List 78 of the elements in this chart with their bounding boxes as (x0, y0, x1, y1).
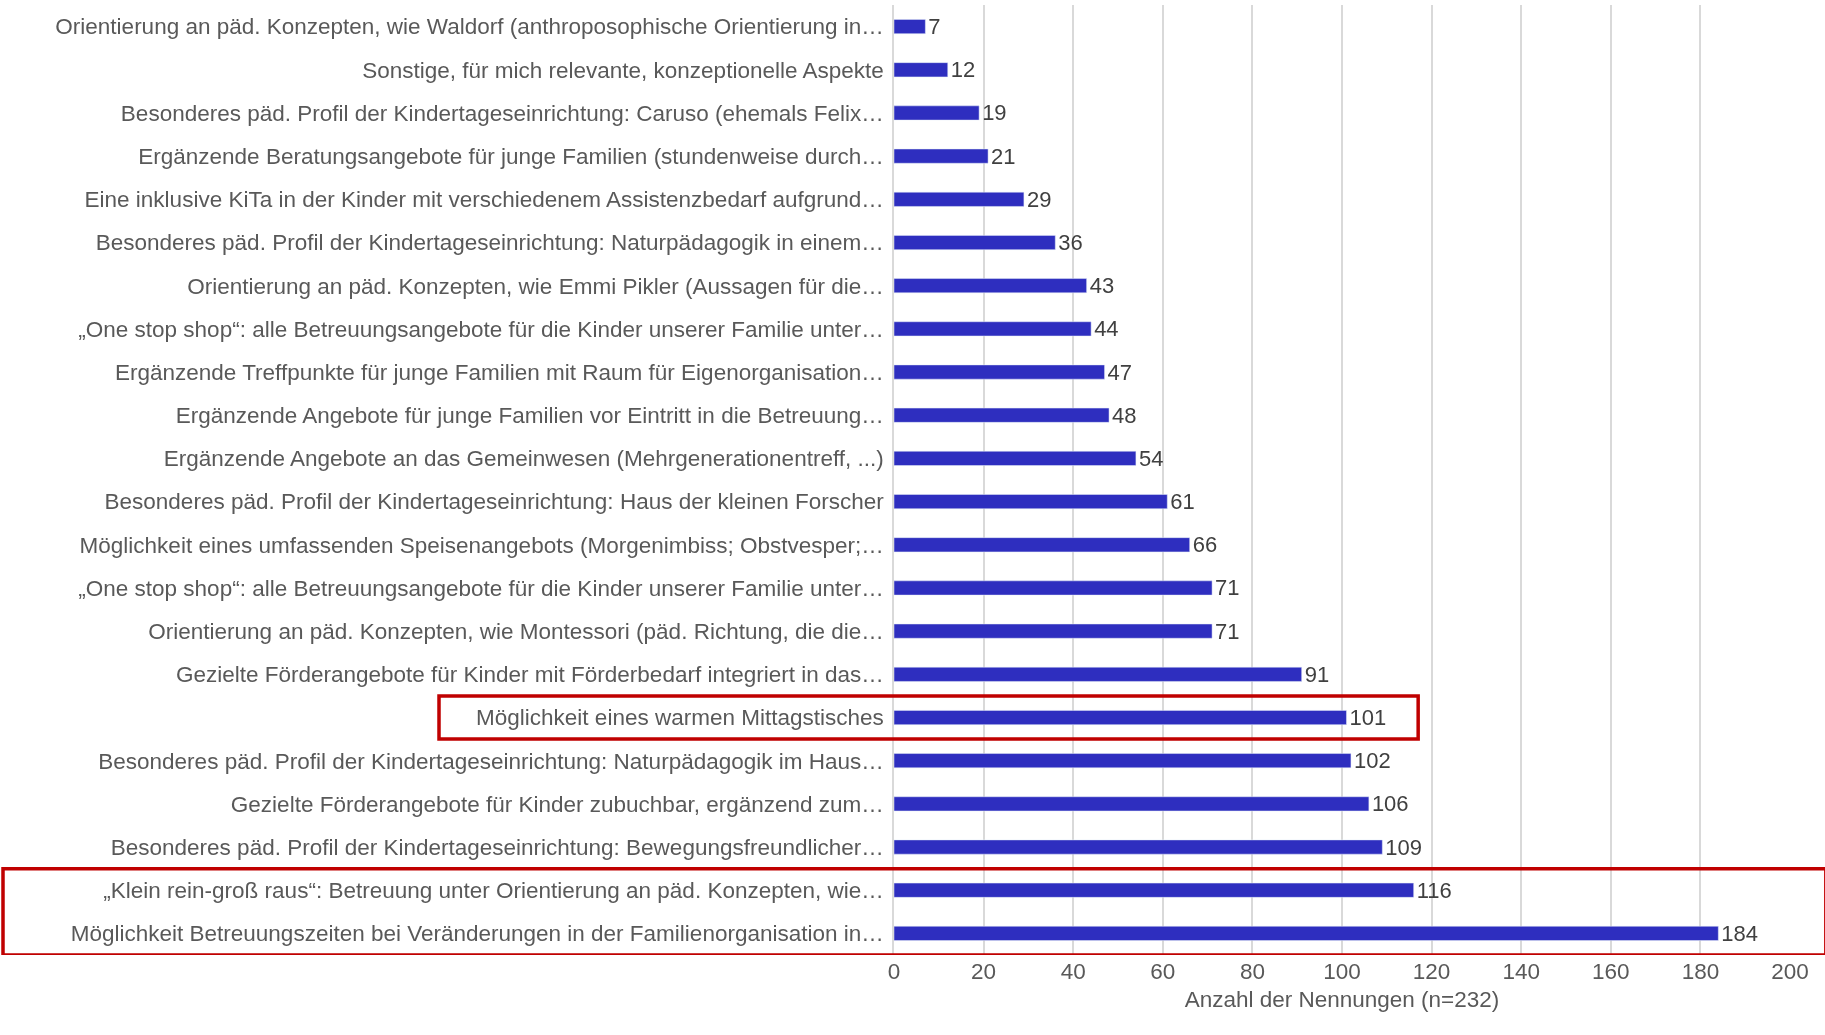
bar (894, 710, 1347, 725)
y-tick-label: Orientierung an päd. Konzepten, wie Montessori (päd. Richtung, die die… (148, 619, 884, 645)
bar (894, 537, 1190, 553)
y-tick-label: „One stop shop“: alle Betreuungsangebote für die Kinder unserer Familie unter… (78, 575, 884, 601)
data-label: 43 (1089, 273, 1115, 299)
data-label: 54 (1138, 445, 1164, 471)
y-tick-label: Besonderes päd. Profil der Kindertageseinrichtung: Bewegungsfreundlicher… (110, 834, 884, 860)
data-label: 101 (1349, 705, 1387, 731)
x-tick-label: 0 (887, 958, 901, 984)
x-tick-label: 120 (1412, 958, 1451, 984)
x-tick-label: 60 (1150, 958, 1176, 984)
data-label: 71 (1215, 575, 1240, 601)
data-label: 44 (1094, 316, 1119, 342)
x-axis-title: Anzahl der Nennungen (n=232) (1184, 986, 1500, 1012)
y-tick-label: Besonderes päd. Profil der Kindertageseinrichtung: Naturpädagogik im Haus… (98, 748, 884, 774)
data-label: 106 (1371, 791, 1409, 817)
data-label: 21 (991, 143, 1016, 169)
bar (894, 882, 1414, 898)
y-tick-label: Sonstige, für mich relevante, konzeptionelle Aspekte (362, 57, 884, 83)
y-tick-label: Möglichkeit Betreuungszeiten bei Veränderungen in der Familienorganisation in… (70, 921, 884, 947)
data-label: 91 (1304, 661, 1330, 687)
y-tick-label: Ergänzende Treffpunkte für junge Familien mit Raum für Eigenorganisation… (115, 359, 884, 385)
bar (894, 278, 1087, 294)
data-label: 116 (1416, 877, 1452, 903)
y-tick-label: Orientierung an päd. Konzepten, wie Waldorf (anthroposophische Orientierung in… (55, 14, 884, 40)
bar (894, 580, 1213, 596)
data-label: 12 (950, 57, 976, 83)
y-tick-label: Eine inklusive KiTa in der Kinder mit verschiedenem Assistenzbedarf aufgrund… (84, 187, 884, 213)
x-tick-label: 80 (1239, 958, 1265, 984)
bar (894, 321, 1092, 337)
bar (894, 191, 1025, 207)
data-label: 7 (928, 14, 941, 40)
y-tick-label: Ergänzende Angebote an das Gemeinwesen (Mehrgenerationentreff, ...) (163, 446, 884, 472)
bar (894, 105, 980, 121)
x-tick-label: 40 (1060, 958, 1086, 984)
y-tick-label: Besonderes päd. Profil der Kindertageseinrichtung: Haus der kleinen Forscher (104, 489, 885, 515)
data-label: 61 (1170, 489, 1195, 515)
y-tick-label: Ergänzende Angebote für junge Familien vor Eintritt in die Betreuung… (175, 403, 884, 429)
bar (894, 19, 926, 34)
x-tick-label: 180 (1681, 958, 1720, 984)
y-tick-label: „Klein rein-groß raus“: Betreuung unter Orientierung an päd. Konzepten, wie… (103, 878, 884, 904)
y-tick-label: „One stop shop“: alle Betreuungsangebote für die Kinder unserer Familie unter… (78, 316, 884, 342)
x-tick-label: 20 (971, 958, 997, 984)
bar (894, 62, 949, 78)
y-tick-label: Besonderes päd. Profil der Kindertageseinrichtung: Naturpädagogik in einem… (95, 230, 884, 256)
data-label: 19 (982, 100, 1007, 126)
bar (894, 235, 1056, 250)
x-tick-label: 160 (1592, 958, 1630, 984)
data-label: 71 (1215, 618, 1240, 644)
bar (894, 407, 1110, 423)
x-tick-label: 100 (1323, 958, 1361, 984)
bar (894, 666, 1302, 682)
data-label: 29 (1026, 186, 1052, 212)
y-tick-label: Ergänzende Beratungsangebote für junge Familien (stundenweise durch… (138, 144, 884, 170)
data-label: 109 (1385, 834, 1423, 860)
x-tick-label: 140 (1502, 958, 1540, 984)
bar (894, 796, 1370, 812)
bar (894, 364, 1105, 380)
bar (894, 494, 1168, 509)
bar (894, 926, 1719, 941)
data-label: 47 (1107, 359, 1133, 385)
y-tick-label: Möglichkeit eines umfassenden Speisenangebots (Morgenimbiss; Obstvesper;… (79, 532, 884, 558)
y-tick-label: Orientierung an päd. Konzepten, wie Emmi Pikler (Aussagen für die… (187, 273, 884, 299)
y-tick-label: Besonderes päd. Profil der Kindertageseinrichtung: Caruso (ehemals Felix… (120, 100, 884, 126)
bar (894, 148, 989, 164)
bar (894, 753, 1352, 769)
bar (894, 839, 1383, 855)
y-tick-label: Möglichkeit eines warmen Mittagstisches (476, 705, 884, 731)
data-label: 36 (1058, 230, 1083, 256)
data-label: 66 (1192, 532, 1218, 558)
data-label: 102 (1353, 748, 1391, 774)
y-tick-label: Gezielte Förderangebote für Kinder zubuchbar, ergänzend zum… (230, 791, 884, 817)
data-label: 48 (1112, 402, 1137, 428)
data-label: 184 (1721, 920, 1759, 946)
bar (894, 623, 1213, 639)
y-tick-label: Gezielte Förderangebote für Kinder mit Förderbedarf integriert in das… (175, 662, 884, 688)
x-tick-label: 200 (1771, 958, 1809, 984)
bar (894, 451, 1137, 466)
